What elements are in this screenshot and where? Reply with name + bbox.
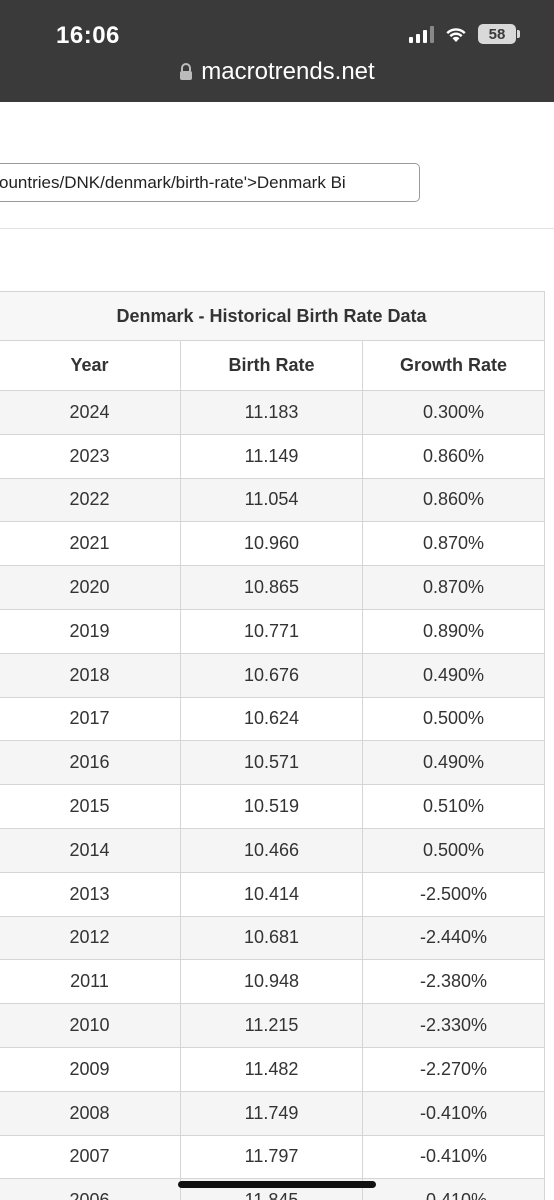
cell-growth-rate: 0.870%: [362, 565, 545, 610]
table-row: 2022 11.054 0.860%: [0, 477, 545, 523]
cell-year: 2006: [0, 1178, 181, 1200]
browser-chrome: 16:06 58 macrotrends.net: [0, 0, 554, 102]
table-row: 2017 10.624 0.500%: [0, 696, 545, 742]
table-row: 2018 10.676 0.490%: [0, 652, 545, 698]
table-row: 2015 10.519 0.510%: [0, 784, 545, 829]
table-row: 2019 10.771 0.890%: [0, 608, 545, 654]
cell-growth-rate: 0.500%: [362, 696, 545, 742]
cell-year: 2018: [0, 652, 181, 698]
cell-year: 2019: [0, 608, 181, 654]
cell-growth-rate: 0.500%: [362, 827, 545, 873]
cell-birth-rate: 10.466: [180, 827, 363, 873]
table-title: Denmark - Historical Birth Rate Data: [0, 291, 545, 341]
cell-year: 2020: [0, 565, 181, 610]
cell-year: 2014: [0, 827, 181, 873]
cell-year: 2008: [0, 1090, 181, 1136]
embed-code-field[interactable]: ountries/DNK/denmark/birth-rate'>Denmark…: [0, 163, 420, 202]
table-body: 2024 11.183 0.300% 2023 11.149 0.860% 2022 11.0…: [0, 390, 545, 1200]
cell-year: 2013: [0, 871, 181, 917]
cell-year: 2017: [0, 696, 181, 742]
status-time: 16:06: [56, 22, 120, 49]
embed-code-text: ountries/DNK/denmark/birth-rate'>Denmark…: [0, 173, 346, 192]
cell-birth-rate: 10.624: [180, 696, 363, 742]
table-row: 2010 11.215 -2.330%: [0, 1003, 545, 1048]
cell-birth-rate: 11.749: [180, 1090, 363, 1136]
cell-growth-rate: -2.440%: [362, 915, 545, 961]
table-row: 2011 10.948 -2.380%: [0, 959, 545, 1005]
table-row: 2023 11.149 0.860%: [0, 433, 545, 479]
cell-growth-rate: 0.490%: [362, 740, 545, 786]
cell-growth-rate: 0.860%: [362, 477, 545, 523]
divider: [0, 228, 554, 229]
cell-year: 2022: [0, 477, 181, 523]
cell-birth-rate: 10.948: [180, 959, 363, 1005]
cell-birth-rate: 10.676: [180, 652, 363, 698]
cell-growth-rate: 0.510%: [362, 784, 545, 829]
cell-year: 2007: [0, 1134, 181, 1180]
cell-growth-rate: -2.330%: [362, 1003, 545, 1048]
cell-birth-rate: 10.414: [180, 871, 363, 917]
cell-growth-rate: -0.410%: [362, 1178, 545, 1200]
cell-birth-rate: 11.054: [180, 477, 363, 523]
cell-year: 2015: [0, 784, 181, 829]
cell-birth-rate: 10.571: [180, 740, 363, 786]
table-row: 2020 10.865 0.870%: [0, 565, 545, 610]
url-text: macrotrends.net: [201, 58, 375, 85]
cell-growth-rate: 0.300%: [362, 390, 545, 435]
cell-year: 2016: [0, 740, 181, 786]
battery-level: 58: [488, 25, 506, 43]
table-row: 2014 10.466 0.500%: [0, 827, 545, 873]
cell-birth-rate: 10.960: [180, 521, 363, 567]
address-bar[interactable]: macrotrends.net: [0, 58, 554, 86]
table-row: 2012 10.681 -2.440%: [0, 915, 545, 961]
cell-growth-rate: 0.870%: [362, 521, 545, 567]
cell-growth-rate: -0.410%: [362, 1134, 545, 1180]
battery-icon: 58: [478, 24, 520, 44]
column-header-year: Year: [0, 340, 181, 391]
home-indicator[interactable]: [178, 1181, 376, 1188]
column-header-growth-rate: Growth Rate: [362, 340, 545, 391]
cell-growth-rate: -0.410%: [362, 1090, 545, 1136]
cell-birth-rate: 11.797: [180, 1134, 363, 1180]
cellular-signal-icon: [409, 25, 434, 43]
cell-growth-rate: -2.270%: [362, 1046, 545, 1092]
wifi-icon: [444, 25, 468, 43]
cell-year: 2024: [0, 390, 181, 435]
cell-year: 2023: [0, 433, 181, 479]
cell-birth-rate: 11.149: [180, 433, 363, 479]
cell-growth-rate: 0.490%: [362, 652, 545, 698]
cell-year: 2010: [0, 1003, 181, 1048]
birth-rate-table: Denmark - Historical Birth Rate Data Yea…: [0, 291, 545, 1200]
cell-birth-rate: 10.865: [180, 565, 363, 610]
table-row: 2024 11.183 0.300%: [0, 390, 545, 435]
cell-birth-rate: 11.215: [180, 1003, 363, 1048]
cell-growth-rate: -2.500%: [362, 871, 545, 917]
cell-growth-rate: 0.890%: [362, 608, 545, 654]
lock-icon: [179, 63, 193, 81]
cell-growth-rate: 0.860%: [362, 433, 545, 479]
table-row: 2009 11.482 -2.270%: [0, 1046, 545, 1092]
cell-birth-rate: 11.183: [180, 390, 363, 435]
cell-birth-rate: 11.482: [180, 1046, 363, 1092]
table-row: 2007 11.797 -0.410%: [0, 1134, 545, 1180]
cell-year: 2012: [0, 915, 181, 961]
cell-birth-rate: 10.681: [180, 915, 363, 961]
status-icons: 58: [409, 24, 520, 44]
column-header-birth-rate: Birth Rate: [180, 340, 363, 391]
table-row: 2021 10.960 0.870%: [0, 521, 545, 567]
table-row: 2016 10.571 0.490%: [0, 740, 545, 786]
cell-birth-rate: 10.519: [180, 784, 363, 829]
cell-year: 2021: [0, 521, 181, 567]
table-row: 2013 10.414 -2.500%: [0, 871, 545, 917]
cell-birth-rate: 10.771: [180, 608, 363, 654]
cell-year: 2009: [0, 1046, 181, 1092]
cell-year: 2011: [0, 959, 181, 1005]
cell-growth-rate: -2.380%: [362, 959, 545, 1005]
table-row: 2008 11.749 -0.410%: [0, 1090, 545, 1136]
